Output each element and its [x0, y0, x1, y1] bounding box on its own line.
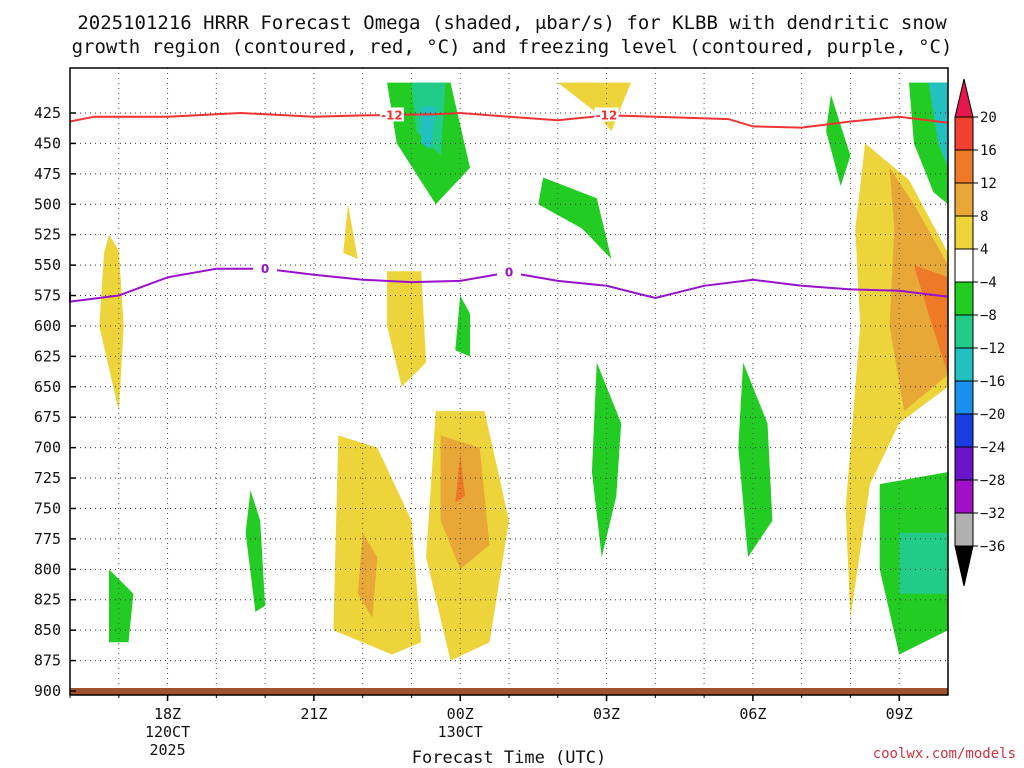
x-tick-label: 06Z — [739, 705, 766, 723]
colorbar-bottom-arrow — [954, 545, 974, 587]
credit-text: coolwx.com/models — [873, 746, 1016, 762]
freezing-contour-line — [69, 267, 949, 303]
colorbar-label: −4 — [980, 275, 997, 291]
dendritic-contour-label: -12 — [381, 108, 403, 122]
y-tick-label: 525 — [34, 226, 61, 244]
colorbar-swatch — [954, 347, 974, 382]
x-tick-year: 2025 — [149, 741, 185, 759]
colorbar-swatch — [954, 116, 974, 151]
colorbar-top-arrow — [954, 78, 974, 118]
colorbar-swatch — [954, 479, 974, 514]
colorbar-swatch — [954, 380, 974, 415]
neg-area-right-top-b — [928, 82, 948, 168]
colorbar-label: 12 — [980, 176, 997, 192]
colorbar-label: −28 — [980, 473, 1005, 489]
neg-area-mid-a — [538, 177, 612, 259]
freezing-contour-label: 0 — [261, 262, 269, 276]
colorbar-label: −36 — [980, 539, 1005, 555]
colorbar-swatch — [954, 182, 974, 217]
y-tick-label: 800 — [34, 560, 61, 578]
neg-area-low-c — [245, 490, 266, 612]
y-tick-label: 825 — [34, 591, 61, 609]
freezing-contour-label: 0 — [505, 265, 513, 279]
y-tick-label: 700 — [34, 439, 61, 457]
colorbar-label: −20 — [980, 407, 1005, 423]
x-tick-label: 00Z — [447, 705, 474, 723]
colorbar-label: 20 — [980, 110, 997, 126]
neg-area-low-d — [109, 569, 134, 643]
colorbar-swatch — [954, 149, 974, 184]
colorbar-swatch — [954, 512, 974, 547]
y-tick-label: 425 — [34, 104, 61, 122]
colorbar-swatch — [954, 413, 974, 448]
colorbar-label: −32 — [980, 506, 1005, 522]
colorbar-label: −12 — [980, 341, 1005, 357]
y-tick-label: 750 — [34, 499, 61, 517]
freezing-contour-label-bg — [497, 264, 521, 279]
pos-area-right-12 — [913, 265, 948, 375]
colorbar-label: 8 — [980, 209, 988, 225]
colorbar-label: 4 — [980, 242, 988, 258]
y-tick-label: 675 — [34, 408, 61, 426]
y-tick-label: 600 — [34, 317, 61, 335]
surface-terrain-bar — [70, 688, 948, 695]
colorbar-legend: 20 16 12 8 4 −4 −8 −12 −16 −20 −24 −28 −32 −36 — [954, 78, 1005, 587]
plot-area: -12 -12 0 0 — [69, 67, 949, 696]
dendritic-contour-label-bg — [594, 107, 619, 122]
y-tick-label: 850 — [34, 621, 61, 639]
colorbar-swatch — [954, 281, 974, 316]
contour-layer: -12 -12 0 0 — [69, 107, 949, 303]
dendritic-contour-label-bg — [379, 107, 404, 122]
neg-area-right-a — [826, 94, 851, 186]
colorbar-swatch — [954, 446, 974, 481]
colorbar-swatch — [954, 314, 974, 349]
freezing-contour-label-bg — [253, 260, 278, 275]
y-tick-label: 575 — [34, 287, 61, 305]
x-tick-label: 21Z — [300, 705, 327, 723]
chart-title-line2: growth region (contoured, red, °C) and f… — [72, 36, 953, 58]
colorbar-swatch — [954, 248, 974, 283]
x-tick-label: 18Z — [154, 705, 181, 723]
y-tick-label: 500 — [34, 195, 61, 213]
pos-area-small-a — [343, 204, 358, 259]
y-tick-label: 650 — [34, 378, 61, 396]
neg-area-small-b — [455, 295, 470, 357]
pos-area-left — [99, 234, 124, 412]
pos-area-low-b-8 — [440, 435, 490, 570]
dendritic-contour-line — [69, 111, 949, 129]
y-tick-label: 775 — [34, 530, 61, 548]
x-tick-date: 130CT — [438, 723, 483, 741]
colorbar-label: −24 — [980, 440, 1005, 456]
colorbar-label: −16 — [980, 374, 1005, 390]
neg-area-right-c — [899, 532, 948, 594]
y-tick-label: 900 — [34, 682, 61, 700]
neg-area-low-a — [591, 362, 622, 558]
colorbar-label: 16 — [980, 143, 997, 159]
y-axis-ticks: 425 450 475 500 525 550 575 600 625 650 675 700 725 7… — [34, 104, 76, 700]
y-tick-label: 475 — [34, 165, 61, 183]
y-tick-label: 725 — [34, 469, 61, 487]
y-tick-label: 875 — [34, 652, 61, 670]
dendritic-contour-label: -12 — [596, 108, 618, 122]
colorbar-swatch — [954, 215, 974, 250]
x-axis-label: Forecast Time (UTC) — [412, 748, 606, 768]
pos-area-low-a-8 — [357, 532, 378, 618]
y-tick-label: 550 — [34, 256, 61, 274]
x-tick-date: 120CT — [145, 723, 190, 741]
neg-area-top-c — [421, 106, 436, 150]
x-tick-label: 03Z — [593, 705, 620, 723]
plot-background — [70, 68, 948, 695]
colorbar-label: −8 — [980, 308, 997, 324]
y-tick-label: 625 — [34, 347, 61, 365]
pos-area-mid — [387, 271, 427, 387]
pos-area-right-8 — [889, 167, 948, 412]
neg-area-low-b — [738, 362, 773, 558]
x-tick-label: 09Z — [886, 705, 913, 723]
chart-title-line1: 2025101216 HRRR Forecast Omega (shaded, … — [77, 12, 947, 34]
y-tick-label: 450 — [34, 134, 61, 152]
